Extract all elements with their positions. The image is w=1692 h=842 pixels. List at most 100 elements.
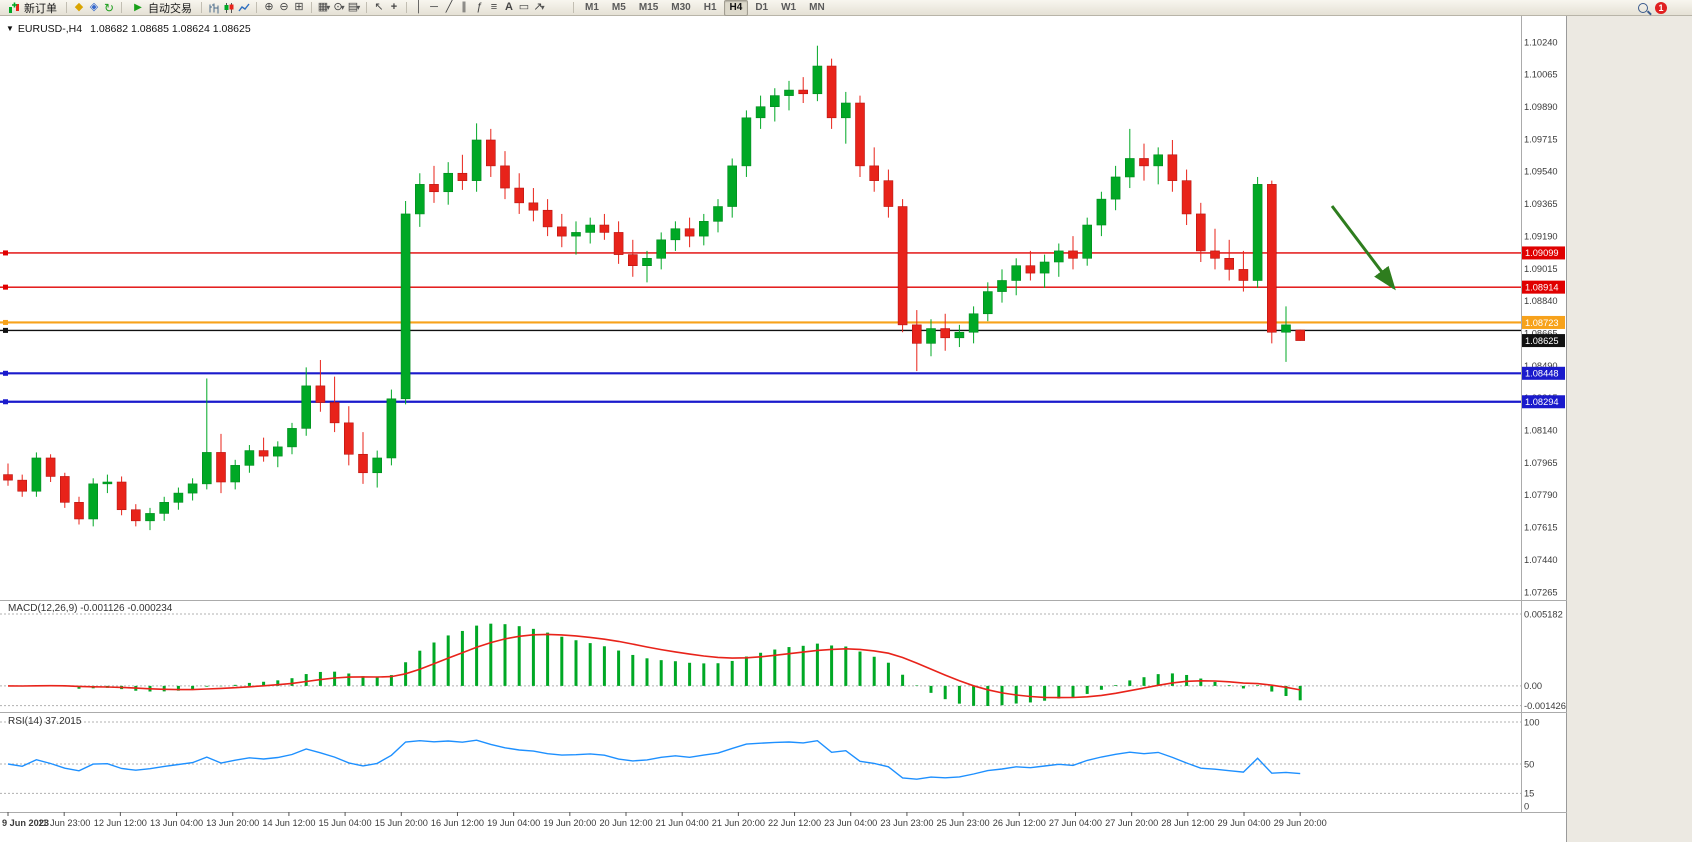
trend-arrow[interactable]	[1330, 205, 1396, 291]
equidistant-channel-icon[interactable]: ∥	[461, 1, 467, 13]
new-order-icon	[7, 1, 21, 14]
chevron-down-icon: ▾	[540, 2, 545, 12]
grid-icon[interactable]: ≡	[490, 1, 498, 13]
toolbar-separator	[311, 2, 312, 13]
svg-text:27 Jun 04:00: 27 Jun 04:00	[1049, 818, 1102, 828]
zoom-in-icon[interactable]: ⊕	[264, 1, 274, 13]
data-window-icon[interactable]: ◆	[74, 1, 84, 13]
svg-text:0: 0	[1524, 801, 1529, 811]
chart-symbol-period: EURUSD-,H4	[17, 23, 83, 35]
auto-trading-label: 自动交易	[148, 2, 192, 15]
tile-windows-icon[interactable]: ⊞	[294, 1, 304, 13]
svg-text:1.09099: 1.09099	[1525, 248, 1559, 258]
chart-background	[0, 16, 1567, 842]
chart-ohlc-values: 1.08682 1.08685 1.08624 1.08625	[90, 23, 251, 35]
templates-icon[interactable]: ▤ ▾	[347, 1, 361, 13]
price-tag	[1522, 366, 1565, 380]
toolbar-separator	[201, 2, 202, 13]
svg-text:12 Jun 12:00: 12 Jun 12:00	[94, 818, 147, 828]
svg-text:1.07790: 1.07790	[1524, 490, 1558, 500]
arrows-tool-icon[interactable]: ↗ ▾	[533, 1, 545, 13]
macd-indicator-label: MACD(12,26,9) -0.001126 -0.000234	[8, 603, 173, 614]
svg-text:1.08140: 1.08140	[1524, 426, 1558, 436]
svg-text:21 Jun 04:00: 21 Jun 04:00	[656, 818, 709, 828]
horizontal-line-icon[interactable]: ─	[430, 1, 438, 13]
svg-text:13 Jun 20:00: 13 Jun 20:00	[206, 818, 259, 828]
chart-canvas[interactable]: 1.10240 1.10065 1.09890 1.09715 1.09540 1.093…	[0, 16, 1692, 842]
new-chart-icon[interactable]: ▦ ▾	[317, 1, 331, 13]
macd-signal-line	[7, 633, 1301, 699]
toolbar-separator	[66, 2, 67, 13]
svg-text:1.08665: 1.08665	[1524, 328, 1558, 338]
svg-text:1.08448: 1.08448	[1525, 369, 1559, 379]
new-order-button[interactable]: 新订单	[3, 1, 61, 15]
svg-text:1.07615: 1.07615	[1524, 523, 1558, 533]
svg-text:100: 100	[1524, 717, 1540, 727]
svg-text:1.09715: 1.09715	[1524, 134, 1558, 144]
svg-text:26 Jun 12:00: 26 Jun 12:00	[993, 818, 1046, 828]
trendline-icon[interactable]: ╱	[445, 1, 453, 13]
timeframe-d1[interactable]: D1	[755, 2, 769, 13]
svg-text:1.08914: 1.08914	[1525, 282, 1559, 292]
auto-trading-button[interactable]: ▶ 自动交易	[127, 1, 196, 15]
notification-badge[interactable]: 1	[1655, 1, 1667, 14]
svg-text:1.08625: 1.08625	[1525, 336, 1559, 346]
navigator-icon[interactable]: ◈	[89, 1, 99, 13]
toolbar-separator	[256, 2, 257, 13]
timeframe-m15[interactable]: M15	[638, 2, 659, 13]
svg-text:1.10065: 1.10065	[1524, 70, 1558, 80]
svg-text:1.09190: 1.09190	[1524, 231, 1558, 241]
svg-text:1.09890: 1.09890	[1524, 102, 1558, 112]
text-icon[interactable]: A	[505, 1, 513, 13]
svg-text:1.08294: 1.08294	[1525, 397, 1559, 407]
timeframe-w1[interactable]: W1	[781, 2, 797, 13]
chart-menu-arrow-icon[interactable]: ▼	[6, 24, 14, 33]
line-chart-icon[interactable]	[237, 1, 251, 14]
toolbar-separator	[366, 2, 367, 13]
svg-text:19 Jun 20:00: 19 Jun 20:00	[543, 818, 596, 828]
refresh-icon[interactable]: ↻	[103, 0, 115, 15]
vertical-line-icon[interactable]: │	[415, 1, 423, 13]
svg-text:1.08490: 1.08490	[1524, 361, 1558, 371]
timeframe-h1[interactable]: H1	[703, 2, 717, 13]
timeframe-m1[interactable]: M1	[585, 2, 599, 13]
price-tag	[1522, 280, 1565, 294]
toolbar-separator	[406, 2, 407, 13]
svg-text:1.08723: 1.08723	[1525, 318, 1559, 328]
bar-chart-icon[interactable]	[207, 1, 221, 14]
svg-text:1.09540: 1.09540	[1524, 167, 1558, 177]
candlestick-chart-icon[interactable]	[222, 1, 236, 14]
timeframe-mn[interactable]: MN	[809, 2, 825, 13]
timeframe-m30[interactable]: M30	[671, 2, 691, 13]
cursor-icon[interactable]: ↖	[374, 1, 384, 13]
text-label-icon[interactable]: ▭	[518, 1, 530, 13]
profiles-icon[interactable]: ⊙ ▾	[333, 1, 345, 13]
candles-series[interactable]	[3, 45, 1305, 531]
svg-text:23 Jun 04:00: 23 Jun 04:00	[824, 818, 877, 828]
main-toolbar: 新订单 ◆ ◈ ↻ ▶ 自动交易 ⊕ ⊖ ⊞ ▦ ▾ ⊙ ▾ ▤ ▾ ↖ + │ ─ …	[0, 0, 1692, 16]
svg-text:27 Jun 20:00: 27 Jun 20:00	[1105, 818, 1158, 828]
svg-text:14 Jun 12:00: 14 Jun 12:00	[262, 818, 315, 828]
chevron-down-icon: ▾	[356, 2, 361, 12]
svg-text:22 Jun 12:00: 22 Jun 12:00	[768, 818, 821, 828]
zoom-out-icon[interactable]: ⊖	[279, 1, 289, 13]
chart-window: 1.10240 1.10065 1.09890 1.09715 1.09540 1.093…	[0, 16, 1692, 842]
svg-text:0.00: 0.00	[1524, 681, 1542, 691]
svg-text:1.07265: 1.07265	[1524, 587, 1558, 597]
svg-text:15 Jun 04:00: 15 Jun 04:00	[319, 818, 372, 828]
svg-text:0.005182: 0.005182	[1524, 609, 1563, 619]
svg-text:19 Jun 04:00: 19 Jun 04:00	[487, 818, 540, 828]
new-order-label: 新订单	[24, 2, 57, 15]
svg-text:-0.001426: -0.001426	[1524, 701, 1566, 711]
svg-text:23 Jun 23:00: 23 Jun 23:00	[880, 818, 933, 828]
fibonacci-icon[interactable]: ƒ	[475, 1, 483, 13]
timeframe-h4[interactable]: H4	[723, 0, 749, 16]
crosshair-icon[interactable]: +	[390, 1, 398, 13]
svg-text:29 Jun 04:00: 29 Jun 04:00	[1217, 818, 1270, 828]
timeframe-m5[interactable]: M5	[611, 2, 626, 13]
svg-text:1.07965: 1.07965	[1524, 458, 1558, 468]
search-icon[interactable]	[1638, 2, 1648, 13]
toolbar-separator	[121, 2, 122, 13]
svg-text:28 Jun 12:00: 28 Jun 12:00	[1161, 818, 1214, 828]
